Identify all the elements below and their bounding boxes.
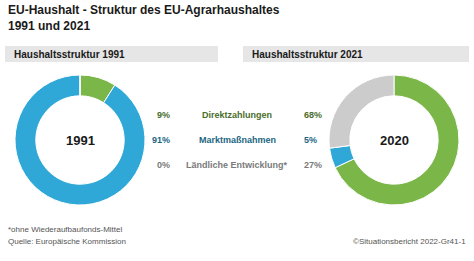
svg-text:Quelle: Europäische Kommission: Quelle: Europäische Kommission xyxy=(8,237,126,246)
svg-text:27%: 27% xyxy=(304,160,322,170)
svg-text:Marktmaßnahmen: Marktmaßnahmen xyxy=(199,135,276,145)
svg-text:Haushaltsstruktur 2021: Haushaltsstruktur 2021 xyxy=(252,49,363,60)
svg-text:*ohne Wiederaufbaufonds-Mittel: *ohne Wiederaufbaufonds-Mittel xyxy=(8,225,123,234)
svg-text:EU-Haushalt - Struktur des EU-: EU-Haushalt - Struktur des EU-Agrarhaush… xyxy=(8,3,280,33)
svg-text:2020: 2020 xyxy=(380,133,409,148)
svg-text:Haushaltsstruktur 1991: Haushaltsstruktur 1991 xyxy=(14,49,125,60)
svg-text:5%: 5% xyxy=(304,135,317,145)
svg-text:68%: 68% xyxy=(304,110,322,120)
svg-text:Ländliche Entwicklung*: Ländliche Entwicklung* xyxy=(186,160,288,170)
svg-text:1991: 1991 xyxy=(66,133,95,148)
svg-text:©Situationsbericht 2022-Gr41-1: ©Situationsbericht 2022-Gr41-1 xyxy=(353,237,466,246)
svg-text:0%: 0% xyxy=(157,160,170,170)
svg-text:91%: 91% xyxy=(152,135,170,145)
svg-text:Direktzahlungen: Direktzahlungen xyxy=(202,110,272,120)
svg-text:9%: 9% xyxy=(157,110,170,120)
